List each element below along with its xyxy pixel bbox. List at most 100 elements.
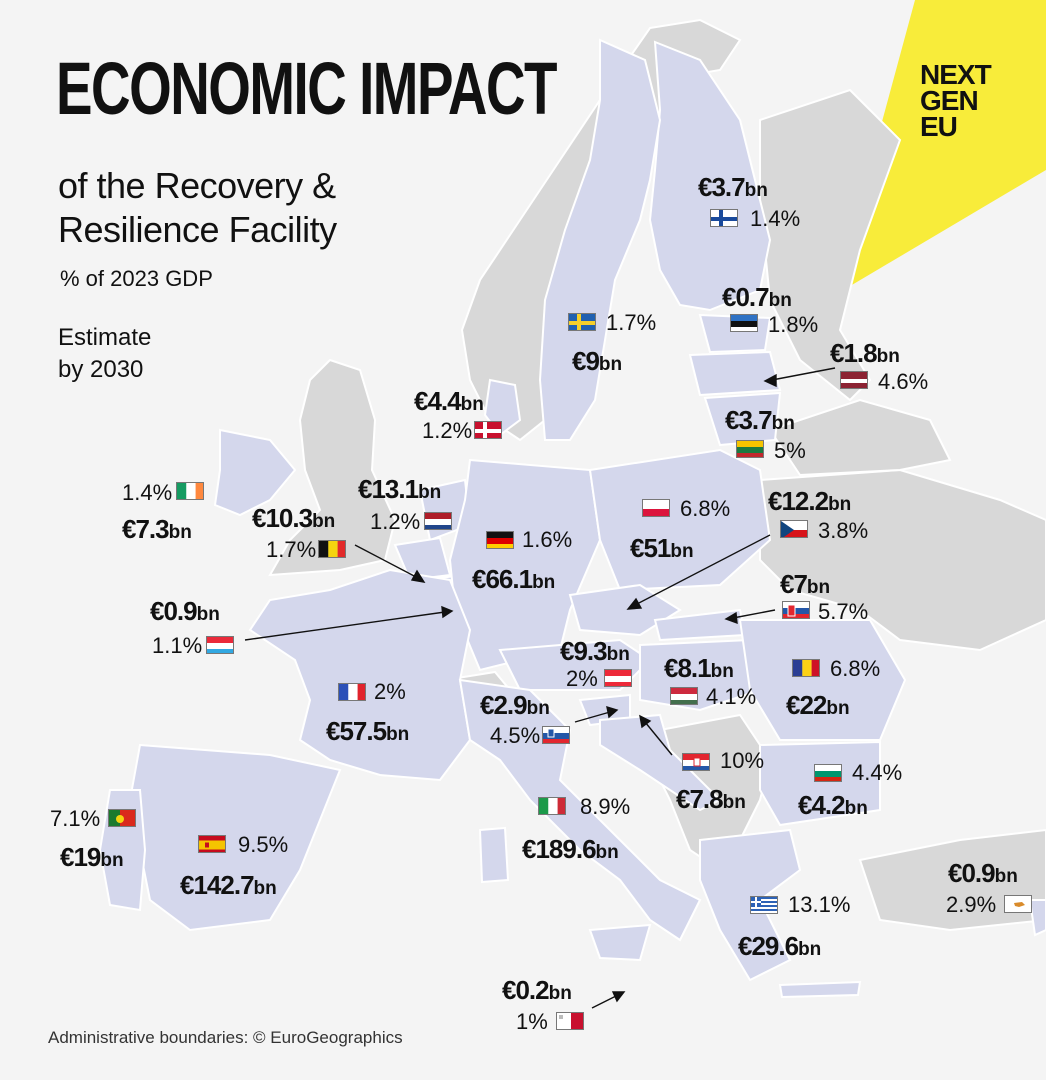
belgium-amount-unit: bn [312, 511, 336, 532]
france-amount-value: €57.5 [326, 716, 387, 746]
greece-amount: €29.6bn [738, 933, 821, 959]
sweden-flag-icon [568, 313, 596, 331]
cyprus-amount: €0.9bn [948, 860, 1018, 886]
greece-amount-unit: bn [798, 939, 822, 960]
malta-gdp-share: 1% [516, 1009, 548, 1034]
crete-shape [778, 980, 862, 999]
finland-amount-value: €3.7 [698, 172, 746, 202]
malta-amount: €0.2bn [502, 977, 572, 1003]
sweden-gdp-share: 1.7% [606, 310, 657, 335]
estimate-note: Estimate by 2030 [58, 322, 151, 386]
croatia-amount: €7.8bn [676, 786, 746, 812]
luxembourg-leader-line [244, 605, 454, 641]
luxembourg-amount-value: €0.9 [150, 596, 198, 626]
finland-amount-unit: bn [744, 180, 768, 201]
estonia-gdp-share: 1.8% [768, 312, 819, 337]
subtitle: of the Recovery & Resilience Facility [58, 164, 337, 252]
latvia-amount-unit: bn [876, 346, 900, 367]
finland-amount: €3.7bn [698, 174, 768, 200]
slovakia-amount-value: €7 [780, 569, 808, 599]
france-amount: €57.5bn [326, 718, 409, 744]
malta-leader-line [591, 991, 626, 1009]
ukraine-shape [759, 468, 1046, 652]
subtitle-line-2: Resilience Facility [58, 209, 337, 250]
ireland-amount-unit: bn [168, 522, 192, 543]
sweden-amount-value: €9 [572, 346, 600, 376]
netherlands-amount-unit: bn [418, 482, 442, 503]
turkey-shape [858, 828, 1046, 932]
lithuania-flag-icon [736, 440, 764, 458]
estonia-amount: €0.7bn [722, 284, 792, 310]
austria-amount: €9.3bn [560, 638, 630, 664]
poland-amount: €51bn [630, 535, 694, 561]
slovakia-amount: €7bn [780, 571, 830, 597]
denmark-gdp-share: 1.2% [422, 418, 473, 443]
belgium-gdp-share: 1.7% [266, 537, 317, 562]
latvia-shape [688, 350, 782, 397]
czechia-amount-unit: bn [828, 494, 852, 515]
netherlands-flag-icon [424, 512, 452, 530]
romania-flag-icon [792, 659, 820, 677]
slovenia-amount-value: €2.9 [480, 690, 528, 720]
great-britain-shape [268, 358, 397, 577]
spain-amount: €142.7bn [180, 872, 277, 898]
italy-amount-unit: bn [595, 842, 619, 863]
germany-amount: €66.1bn [472, 566, 555, 592]
portugal-flag-icon [108, 809, 136, 827]
spain-flag-icon [198, 835, 226, 853]
ireland-gdp-share: 1.4% [122, 480, 173, 505]
slovenia-gdp-share: 4.5% [490, 723, 541, 748]
latvia-amount: €1.8bn [830, 340, 900, 366]
slovenia-flag-icon [542, 726, 570, 744]
romania-amount: €22bn [786, 692, 850, 718]
denmark-amount-value: €4.4 [414, 386, 462, 416]
france-shape [248, 568, 472, 782]
slovakia-amount-unit: bn [806, 577, 831, 598]
germany-amount-value: €66.1 [472, 564, 533, 594]
hungary-amount-value: €8.1 [664, 653, 712, 683]
slovakia-leader-line [724, 609, 776, 625]
footer-credit: Administrative boundaries: © EuroGeograp… [48, 1028, 403, 1047]
estonia-flag-icon [730, 314, 758, 332]
cyprus-amount-unit: bn [994, 866, 1018, 887]
badge-line-2: GEN [920, 85, 979, 116]
latvia-gdp-share: 4.6% [878, 369, 929, 394]
hungary-amount: €8.1bn [664, 655, 734, 681]
greece-flag-icon [750, 896, 778, 914]
luxembourg-gdp-share: 1.1% [152, 633, 203, 658]
latvia-amount-value: €1.8 [830, 338, 878, 368]
slovenia-amount-unit: bn [526, 698, 550, 719]
estimate-line-2: by 2030 [58, 356, 144, 383]
france-gdp-share: 2% [374, 679, 406, 704]
lithuania-gdp-share: 5% [774, 438, 806, 463]
austria-gdp-share: 2% [566, 666, 598, 691]
poland-amount-unit: bn [670, 541, 694, 562]
germany-gdp-share: 1.6% [522, 527, 573, 552]
subtitle-line-1: of the Recovery & [58, 165, 336, 206]
belgium-leader-line [354, 544, 426, 583]
finland-shape [648, 40, 772, 312]
spain-gdp-share: 9.5% [238, 832, 289, 857]
finland-flag-icon [710, 209, 738, 227]
poland-gdp-share: 6.8% [680, 496, 731, 521]
denmark-amount: €4.4bn [414, 388, 484, 414]
netherlands-amount: €13.1bn [358, 476, 441, 502]
sweden-amount: €9bn [572, 348, 622, 374]
sardinia-shape [478, 826, 510, 884]
croatia-amount-unit: bn [722, 792, 746, 813]
latvia-leader-line [763, 367, 836, 388]
bulgaria-gdp-share: 4.4% [852, 760, 903, 785]
lithuania-amount: €3.7bn [725, 407, 795, 433]
netherlands-gdp-share: 1.2% [370, 509, 421, 534]
austria-amount-value: €9.3 [560, 636, 608, 666]
croatia-leader-line [639, 714, 673, 756]
page-title: ECONOMIC IMPACT [56, 47, 558, 130]
spain-amount-unit: bn [253, 878, 277, 899]
finland-gdp-share: 1.4% [750, 206, 801, 231]
non-eu-land [268, 18, 1046, 932]
czechia-leader-line [626, 534, 771, 610]
greece-amount-value: €29.6 [738, 931, 799, 961]
belgium-amount-value: €10.3 [252, 503, 313, 533]
denmark-amount-unit: bn [460, 394, 484, 415]
